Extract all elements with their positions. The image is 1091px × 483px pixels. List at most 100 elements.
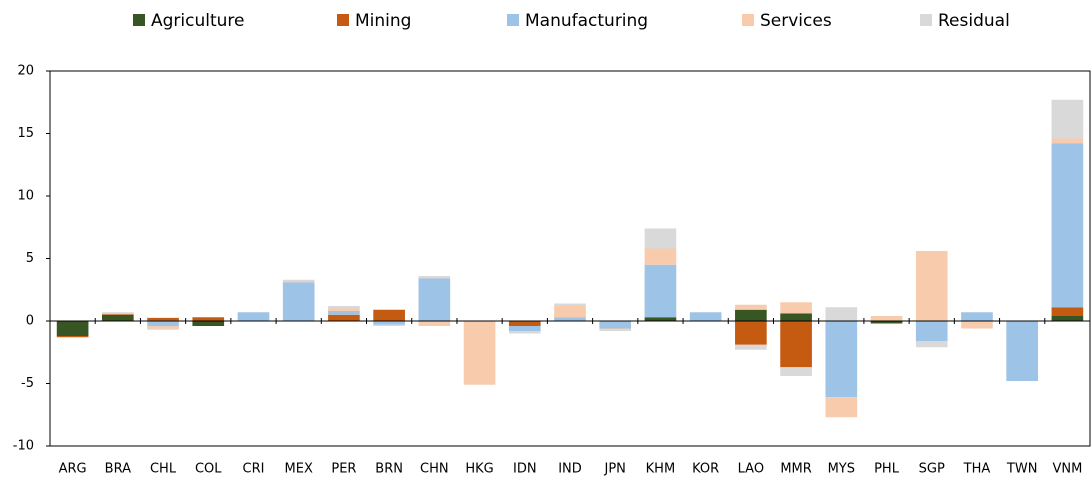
bar-segment [554,303,586,306]
x-tick-label: KHM [646,462,676,477]
x-tick-label: IND [558,462,582,477]
legend-swatch [920,14,932,26]
x-tick-label: COL [195,462,222,477]
x-tick-label: BRA [105,462,131,477]
bar-segment [102,314,134,321]
x-tick-label: LAO [738,462,764,477]
x-tick-label: KOR [692,462,719,477]
bar-segment [282,281,315,283]
x-tick-label: ARG [59,462,87,477]
bar-segment [418,276,451,279]
bar-segment [282,282,315,321]
bar-segment [192,321,225,326]
x-tick-label: VNM [1052,462,1082,477]
bar-segment [1051,138,1084,144]
bar-segment [735,304,767,310]
bar-segment [644,317,677,321]
bar-segment [780,302,812,314]
bar-segment [102,312,134,314]
x-tick-label: MMR [780,462,811,477]
bar-segment [1051,316,1084,321]
bar-segment [237,312,270,321]
x-tick-label: TWN [1006,462,1038,477]
bar-segment [328,308,360,311]
bar-segment [735,321,767,345]
x-tick-label: HKG [465,462,493,477]
y-tick-label: 5 [26,251,34,266]
bar-segment [599,328,632,330]
bar-segment [1051,307,1084,316]
legend-swatch [337,14,349,26]
x-tick-label: PER [331,462,356,477]
bar-segment [147,321,179,326]
bar-segment [870,321,903,324]
bar-segment [373,321,405,325]
x-tick-label: THA [963,462,991,477]
bar-segment [147,328,179,330]
legend-label: Residual [938,11,1010,31]
x-tick-label: JPN [604,462,626,477]
bar-segment [56,336,89,338]
x-tick-label: MYS [828,462,855,477]
legend-label: Agriculture [151,11,245,31]
legend-label: Mining [355,11,411,31]
bar-segment [1051,99,1084,139]
bar-segment [373,324,405,326]
bar-segment [599,329,632,331]
bar-segment [825,307,858,321]
bar-segment [825,321,858,398]
y-tick-label: 10 [17,189,34,204]
bar-segment [328,311,360,315]
bar-segment [418,278,451,321]
bar-segment [961,312,993,321]
x-tick-label: MEX [285,462,313,477]
bar-segment [961,321,993,329]
bar-segment [328,314,360,321]
bar-segment [735,344,767,350]
bar-segment [735,309,767,321]
bar-segment [915,341,948,348]
bar-segment [780,367,812,376]
legend-swatch [742,14,754,26]
y-tick-label: 15 [17,126,34,141]
y-tick-label: 0 [26,314,34,329]
bar-segment [1051,143,1084,308]
plot-frame [49,70,1091,447]
bar-segment [1006,321,1038,381]
bar-segment [915,321,948,341]
bar-segment [508,321,541,326]
bar-segment [102,314,134,315]
bar-segment [328,306,360,309]
x-tick-label: CHL [150,462,177,477]
bar-segment [282,279,315,281]
bar-segment [870,316,903,321]
x-tick-label: BRN [375,462,403,477]
legend-swatch [507,14,519,26]
bar-segment [56,321,89,336]
bar-segment [780,313,812,321]
y-tick-label: -10 [13,439,34,454]
bar-segment [508,331,541,334]
x-tick-label: IDN [513,462,537,477]
legend-swatch [133,14,145,26]
legend-label: Services [760,11,832,31]
x-tick-label: SGP [919,462,945,477]
bar-segment [644,228,677,249]
bar-segment [644,264,677,318]
bar-segment [102,313,134,315]
bar-segment [689,312,722,321]
bar-segment [147,317,179,321]
bar-segment [554,317,586,321]
bar-segment [825,397,858,418]
x-tick-label: CRI [243,462,265,477]
y-tick-label: 20 [17,64,34,79]
bar-segment [508,326,541,331]
bar-segment [915,251,948,321]
bar-segment [147,326,179,329]
bar-segment [599,321,632,329]
bar-segment [373,309,405,321]
legend-label: Manufacturing [525,11,648,31]
bar-segment [780,321,812,368]
x-tick-label: CHN [420,462,449,477]
